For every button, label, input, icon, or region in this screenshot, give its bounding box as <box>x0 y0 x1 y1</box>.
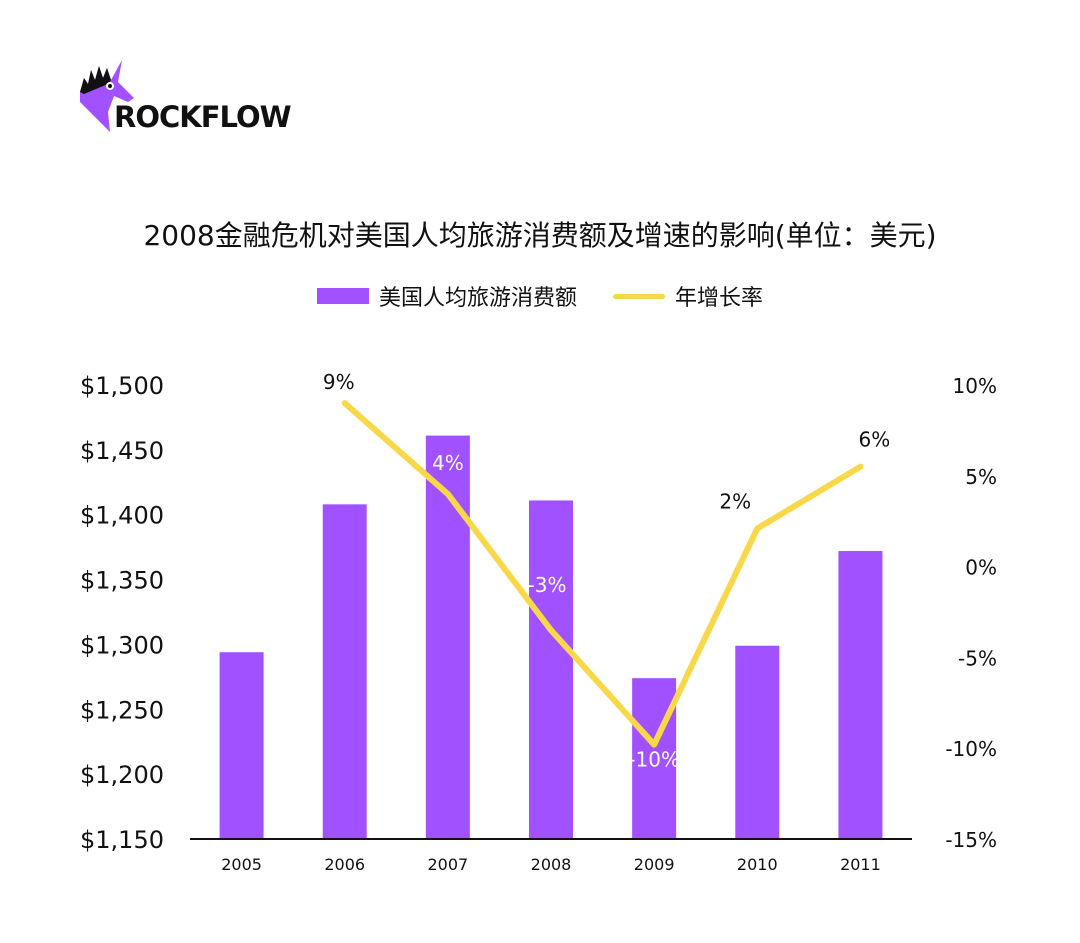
left-tick-label: $1,200 <box>80 761 164 789</box>
legend: 美国人均旅游消费额 年增长率 <box>0 280 1080 312</box>
legend-swatch-line <box>613 293 665 299</box>
left-tick-label: $1,450 <box>80 437 164 465</box>
right-tick-label: 10% <box>953 374 997 398</box>
growth-rate-line <box>341 400 864 748</box>
x-tick-label: 2010 <box>737 855 778 874</box>
left-tick-label: $1,300 <box>80 631 164 659</box>
legend-label-bar: 美国人均旅游消费额 <box>378 286 577 311</box>
right-tick-label: -15% <box>945 828 997 852</box>
legend-item-line: 年增长率 <box>613 280 763 312</box>
left-tick-label: $1,400 <box>80 502 164 530</box>
legend-label-line: 年增长率 <box>675 286 764 311</box>
left-tick-label: $1,350 <box>80 567 164 595</box>
x-tick-label: 2006 <box>324 855 365 874</box>
left-tick-label: $1,500 <box>80 372 164 400</box>
bar-2007 <box>425 435 470 839</box>
bar-2009 <box>632 678 677 839</box>
right-tick-label: -5% <box>958 646 997 670</box>
bar-2008 <box>529 500 573 839</box>
growth-data-label: 2% <box>719 489 751 513</box>
unicorn-icon <box>80 60 134 132</box>
bar-2011 <box>838 551 883 839</box>
growth-data-label: 6% <box>859 428 891 452</box>
x-tick-label: 2008 <box>531 855 572 874</box>
right-tick-label: 0% <box>965 556 997 580</box>
legend-swatch-bar <box>316 288 369 304</box>
x-tick-label: 2007 <box>427 855 468 874</box>
bar-2005 <box>219 652 264 839</box>
growth-data-label: -10% <box>628 748 680 772</box>
x-tick-label: 2009 <box>634 855 675 874</box>
growth-data-label: 4% <box>432 451 464 475</box>
chart-title: 2008金融危机对美国人均旅游消费额及增速的影响(单位：美元) <box>143 219 937 252</box>
right-tick-label: 5% <box>965 465 997 489</box>
x-tick-label: 2011 <box>840 855 881 874</box>
bar-2010 <box>735 645 780 839</box>
legend-item-bar: 美国人均旅游消费额 <box>316 280 577 312</box>
bar-2006 <box>322 504 367 839</box>
right-tick-label: -10% <box>945 737 997 761</box>
growth-data-label: -3% <box>528 573 567 597</box>
rockflow-logo: ROCKFLOW <box>78 56 318 140</box>
left-tick-label: $1,150 <box>80 826 164 854</box>
x-tick-label: 2005 <box>221 855 262 874</box>
left-tick-label: $1,250 <box>80 696 164 724</box>
brand-name: ROCKFLOW <box>114 100 292 134</box>
growth-data-label: 9% <box>323 370 355 394</box>
